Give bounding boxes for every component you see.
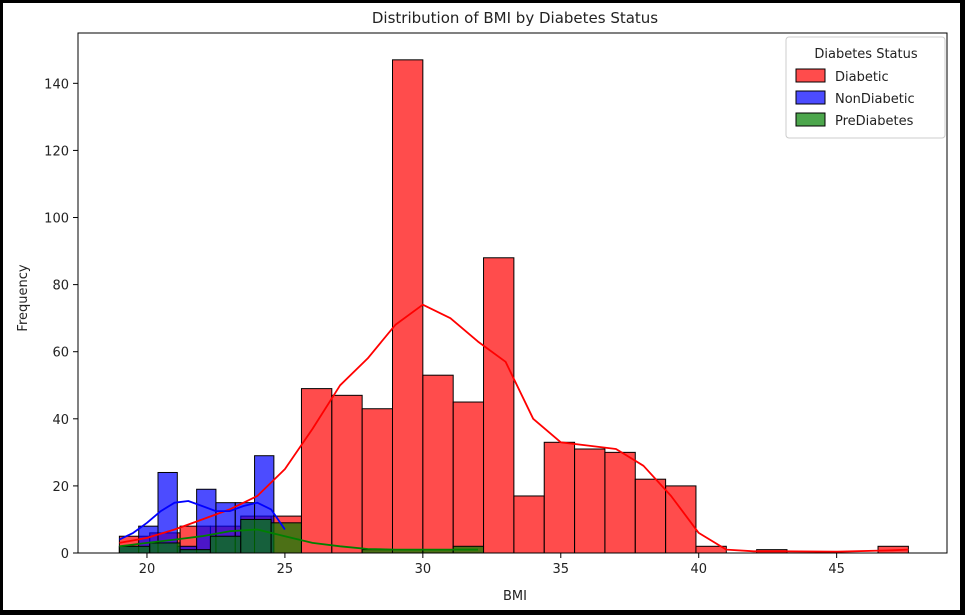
- bar-diabetic-13: [513, 495, 545, 554]
- bar-prediabetes-5: [270, 522, 302, 554]
- legend-swatch-nondiabetic: [795, 90, 826, 105]
- bar-diabetic-12: [483, 257, 515, 554]
- legend-swatch-prediabetes: [795, 112, 826, 127]
- y-axis-ticks: 0 20 40 60 80 100 120 140: [44, 77, 78, 562]
- bar-diabetic-7: [331, 394, 363, 554]
- kde-curves: [119, 303, 909, 553]
- y-axis-label: Frequency: [16, 264, 31, 331]
- chart-title: Distribution of BMI by Diabetes Status: [372, 9, 658, 27]
- bar-prediabetes-0: [118, 545, 151, 554]
- y-tick-label-20: 20: [52, 480, 69, 495]
- x-axis-ticks: 20 25 30 35 40 45: [139, 553, 845, 577]
- y-tick-label-140: 140: [44, 77, 69, 92]
- kde-line-nondiabetic: [119, 500, 286, 541]
- legend-title: Diabetes Status: [814, 47, 917, 62]
- bar-diabetic-18: [665, 485, 697, 554]
- bar-diabetic-15: [574, 448, 606, 554]
- chart-frame: Distribution of BMI by Diabetes Status 2…: [3, 3, 960, 610]
- x-tick-label-35: 35: [553, 562, 570, 577]
- x-tick-label-25: 25: [277, 562, 294, 577]
- bar-diabetic-8: [361, 408, 393, 554]
- legend-swatch-diabetic: [795, 68, 826, 83]
- x-tick-label-30: 30: [415, 562, 432, 577]
- kde-line-diabetic: [119, 303, 909, 553]
- kde-line-prediabetes: [119, 528, 478, 551]
- bar-diabetic-14: [543, 441, 576, 554]
- bar-diabetic-17: [634, 478, 667, 554]
- bar-prediabetes-3: [209, 535, 242, 554]
- x-tick-label-40: 40: [690, 562, 707, 577]
- bar-diabetic-11: [452, 401, 485, 554]
- legend: Diabetes Status Diabetic NonDiabetic PreDi…: [785, 36, 946, 139]
- bar-prediabetes-2: [179, 549, 211, 554]
- bar-diabetic-6: [300, 388, 333, 554]
- x-tick-label-45: 45: [828, 562, 845, 577]
- legend-label-prediabetes: PreDiabetes: [835, 114, 914, 129]
- y-tick-label-100: 100: [44, 212, 69, 227]
- bar-diabetic-16: [604, 451, 636, 554]
- y-tick-label-40: 40: [52, 413, 69, 428]
- bar-diabetic-9: [391, 59, 424, 554]
- legend-box: [785, 36, 946, 139]
- y-tick-label-80: 80: [52, 279, 69, 294]
- bmi-histogram-chart: Distribution of BMI by Diabetes Status 2…: [16, 9, 948, 604]
- legend-items: Diabetic NonDiabetic PreDiabetes: [795, 68, 915, 129]
- bar-diabetic-10: [422, 374, 454, 554]
- y-tick-label-0: 0: [61, 547, 69, 562]
- legend-label-nondiabetic: NonDiabetic: [835, 92, 915, 107]
- y-tick-label-120: 120: [44, 144, 69, 159]
- bar-prediabetes-4: [240, 518, 272, 554]
- plot-area: [77, 32, 948, 554]
- bar-prediabetes-1: [149, 542, 181, 554]
- y-tick-label-60: 60: [52, 346, 69, 361]
- legend-label-diabetic: Diabetic: [835, 70, 889, 85]
- x-tick-label-20: 20: [139, 562, 156, 577]
- x-axis-label: BMI: [503, 589, 527, 604]
